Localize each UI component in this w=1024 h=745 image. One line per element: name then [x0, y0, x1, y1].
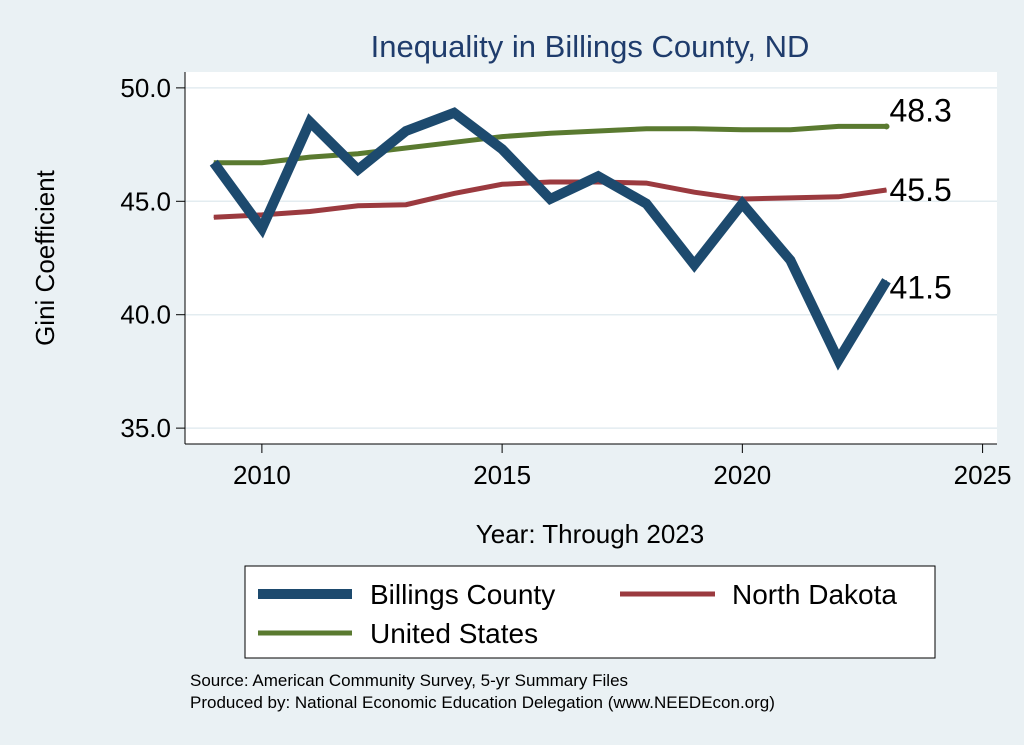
data-point-north-dakota	[453, 192, 455, 194]
legend-label-billings-county: Billings County	[370, 579, 555, 610]
data-point-billings-county	[645, 203, 647, 205]
data-point-billings-county	[309, 121, 311, 123]
data-point-united-states	[453, 141, 455, 143]
x-tick-label: 2020	[713, 460, 771, 490]
data-point-billings-county	[405, 130, 407, 132]
data-point-united-states	[837, 125, 839, 127]
y-tick-label: 40.0	[120, 300, 171, 330]
data-point-north-dakota	[693, 191, 695, 193]
data-point-billings-county	[501, 148, 503, 150]
data-point-united-states	[789, 129, 791, 131]
data-point-united-states	[597, 130, 599, 132]
data-point-billings-county	[741, 203, 743, 205]
legend-label-united-states: United States	[370, 618, 538, 649]
end-label-united-states: 48.3	[889, 92, 951, 128]
data-point-north-dakota	[549, 181, 551, 183]
series-layer	[209, 107, 891, 371]
data-point-north-dakota	[405, 204, 407, 206]
y-axis-label: Gini Coefficient	[30, 169, 60, 346]
y-tick-label: 50.0	[120, 73, 171, 103]
data-point-north-dakota	[261, 214, 263, 216]
data-point-billings-county	[357, 169, 359, 171]
x-tick-label: 2015	[473, 460, 531, 490]
data-point-north-dakota	[501, 183, 503, 185]
end-label-billings-county: 41.5	[889, 270, 951, 306]
data-point-north-dakota	[309, 211, 311, 212]
data-point-billings-county	[213, 162, 215, 164]
y-tick-label: 35.0	[120, 413, 171, 443]
end-labels: 41.5 45.5 48.3	[883, 92, 952, 306]
data-point-united-states	[405, 147, 407, 149]
data-point-united-states	[549, 132, 551, 134]
y-tick-label: 45.0	[120, 186, 171, 216]
legend-label-north-dakota: North Dakota	[732, 579, 897, 610]
tick-labels: 35.0 40.0 45.0 50.0 2010 2015 2020 2025	[120, 73, 1011, 490]
data-point-north-dakota	[213, 216, 215, 218]
data-point-north-dakota	[357, 205, 359, 207]
data-point-north-dakota	[885, 189, 887, 191]
data-point-billings-county	[693, 264, 695, 266]
data-point-billings-county	[261, 228, 263, 230]
data-point-united-states	[309, 156, 311, 158]
data-point-billings-county	[453, 112, 455, 114]
source-note: Source: American Community Survey, 5-yr …	[190, 671, 628, 690]
producer-note: Produced by: National Economic Education…	[190, 693, 775, 712]
chart-title: Inequality in Billings County, ND	[371, 29, 810, 64]
data-point-billings-county	[597, 175, 599, 177]
data-point-north-dakota	[789, 197, 791, 199]
data-point-united-states	[501, 136, 503, 138]
data-point-billings-county	[549, 198, 551, 200]
end-marker-united-states	[883, 123, 890, 130]
data-point-billings-county	[837, 359, 839, 361]
grid	[185, 87, 997, 429]
axes	[176, 72, 997, 453]
data-point-united-states	[261, 162, 263, 164]
legend: Billings County North Dakota United Stat…	[244, 565, 936, 659]
data-point-north-dakota	[645, 182, 647, 184]
x-tick-label: 2025	[954, 460, 1012, 490]
end-label-north-dakota: 45.5	[889, 172, 951, 208]
data-point-north-dakota	[837, 196, 839, 198]
data-point-billings-county	[789, 259, 791, 261]
x-axis-label: Year: Through 2023	[476, 519, 704, 549]
data-point-united-states	[645, 128, 647, 130]
data-point-united-states	[357, 153, 359, 155]
data-point-united-states	[693, 128, 695, 130]
data-point-billings-county	[885, 280, 887, 282]
x-tick-label: 2010	[233, 460, 291, 490]
data-point-united-states	[741, 129, 743, 131]
legend-box	[244, 565, 936, 659]
